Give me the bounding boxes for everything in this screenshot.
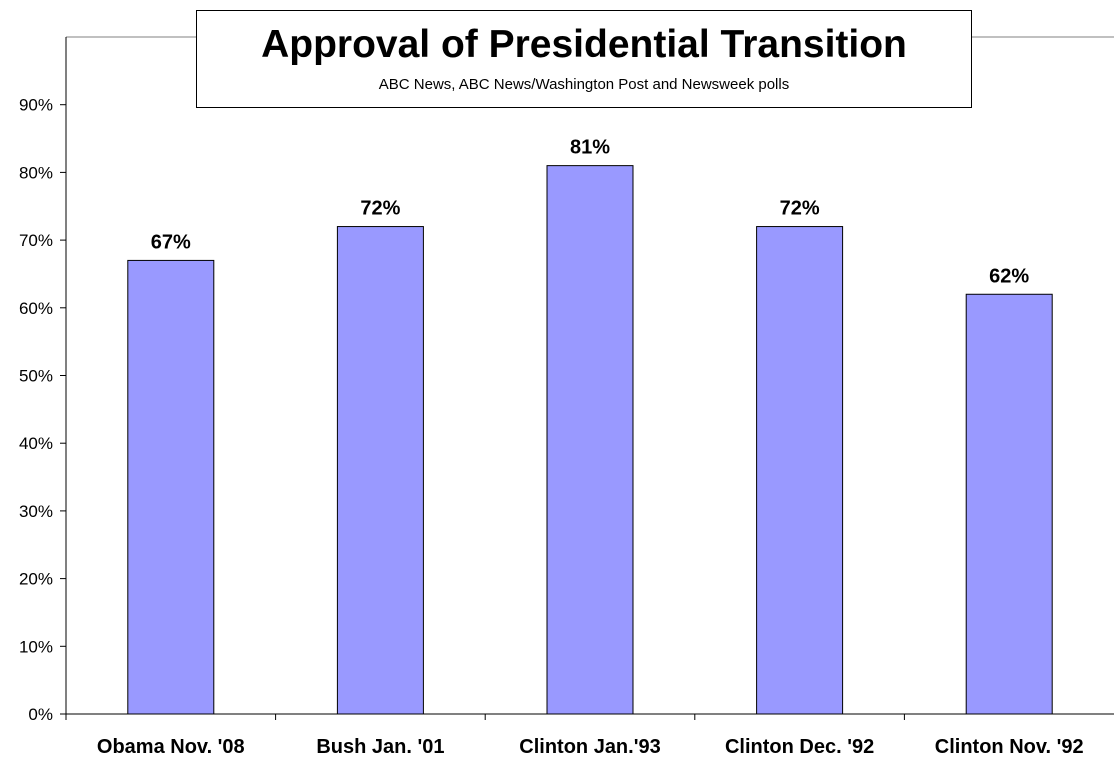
y-tick-label: 80% — [19, 163, 53, 182]
y-tick-label: 10% — [19, 637, 53, 656]
y-tick-label: 0% — [28, 705, 53, 724]
bar-value-label: 72% — [780, 198, 820, 220]
bar-value-label: 81% — [570, 137, 610, 159]
chart-axes: 0% 10% 20% 30% 40% 50% 60% 70% 80% 90% — [19, 36, 1114, 724]
bar-value-label: 62% — [989, 265, 1029, 287]
chart-title-box: Approval of Presidential Transition ABC … — [196, 10, 972, 108]
bar — [336, 226, 424, 715]
bar-value-label: 67% — [151, 231, 191, 253]
chart-title: Approval of Presidential Transition — [261, 23, 907, 66]
y-tick-label: 40% — [19, 434, 53, 453]
y-tick-label: 50% — [19, 367, 53, 386]
x-category-label: Clinton Nov. '92 — [935, 736, 1084, 758]
bar — [965, 293, 1053, 715]
x-category-label: Clinton Jan.'93 — [519, 736, 660, 758]
chart-bars — [127, 165, 1053, 715]
bar — [127, 259, 215, 715]
chart-subtitle: ABC News, ABC News/Washington Post and N… — [378, 76, 790, 93]
bar-value-label: 72% — [360, 198, 400, 220]
x-category-label: Bush Jan. '01 — [316, 736, 444, 758]
chart-labels: 67% Obama Nov. '08 72% Bush Jan. '01 81% Clin… — [97, 137, 1084, 758]
y-tick-label: 30% — [19, 502, 53, 521]
x-category-label: Obama Nov. '08 — [97, 736, 245, 758]
y-tick-label: 70% — [19, 231, 53, 250]
y-tick-label: 20% — [19, 570, 53, 589]
bar — [546, 165, 634, 715]
bar — [756, 226, 844, 715]
y-tick-label: 60% — [19, 299, 53, 318]
x-category-label: Clinton Dec. '92 — [725, 736, 874, 758]
y-tick-label: 90% — [19, 96, 53, 115]
